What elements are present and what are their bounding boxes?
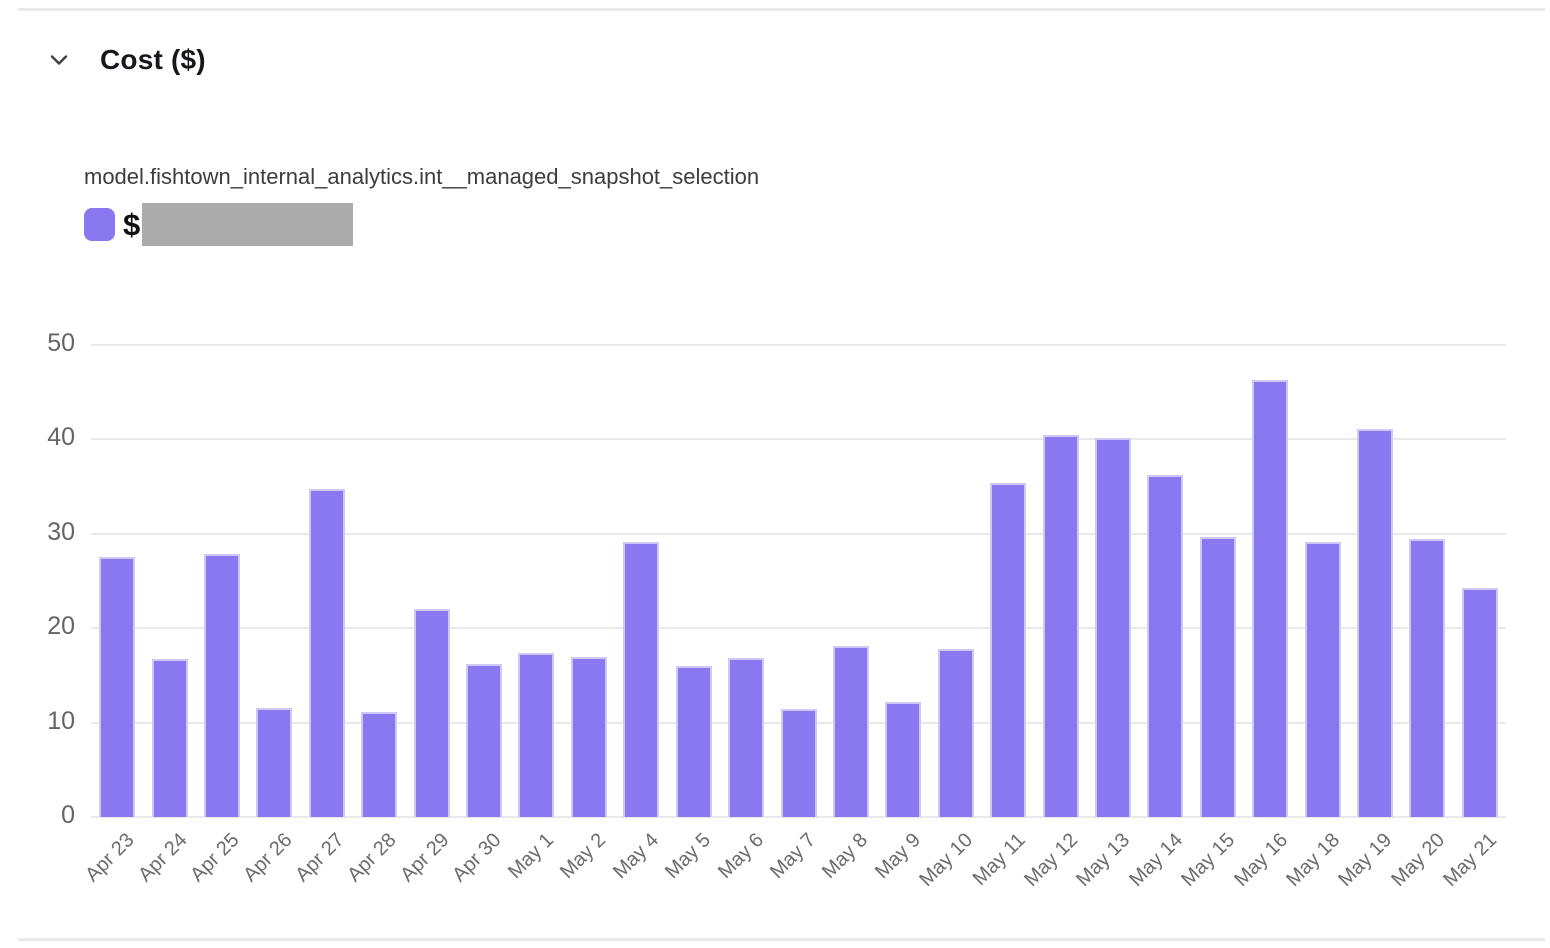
x-tick-label: May 20 xyxy=(1387,829,1449,891)
bar-chart-plot-area: Apr 23 Apr 24 Apr 25 Apr 26 Apr 27 Apr 28 Apr … xyxy=(47,329,1506,891)
x-tick-label: May 15 xyxy=(1177,829,1240,891)
gridline xyxy=(91,344,1506,346)
bar[interactable] xyxy=(990,483,1026,817)
legend-series-name: model.fishtown_internal_analytics.int__m… xyxy=(84,164,760,189)
x-tick-label: May 19 xyxy=(1334,829,1397,891)
y-tick-label: 0 xyxy=(61,801,75,829)
x-tick-label: May 16 xyxy=(1229,829,1292,891)
bar[interactable] xyxy=(1043,435,1079,817)
x-tick-label: May 12 xyxy=(1020,829,1083,891)
bar[interactable] xyxy=(1357,429,1393,817)
bar[interactable] xyxy=(361,712,397,817)
x-tick-label: Apr 28 xyxy=(343,829,401,887)
bar[interactable] xyxy=(1305,542,1341,817)
x-tick-label: May 1 xyxy=(503,829,559,884)
x-tick-label: Apr 29 xyxy=(395,829,454,887)
x-tick-label: May 8 xyxy=(818,829,873,884)
x-tick-label: May 6 xyxy=(713,829,768,884)
bar[interactable] xyxy=(204,554,240,817)
bar[interactable] xyxy=(309,489,345,817)
x-tick-label: Apr 23 xyxy=(81,829,139,887)
gridline xyxy=(91,532,1506,535)
bar[interactable] xyxy=(938,649,974,817)
x-tick-label: Apr 27 xyxy=(291,829,349,887)
chevron-down-icon[interactable] xyxy=(48,49,70,71)
x-tick-label: May 10 xyxy=(915,829,978,891)
section-title: Cost ($) xyxy=(100,44,206,75)
bar[interactable] xyxy=(833,646,869,817)
gridline xyxy=(91,816,1506,818)
x-tick-label: May 4 xyxy=(608,829,663,884)
bar[interactable] xyxy=(152,659,188,817)
bar[interactable] xyxy=(623,542,659,817)
y-tick-label: 50 xyxy=(47,329,75,357)
legend-swatch xyxy=(84,208,115,241)
legend-value-prefix: $ xyxy=(123,206,141,242)
legend-value-redacted xyxy=(142,203,354,246)
bar[interactable] xyxy=(1409,539,1445,817)
y-tick-label: 20 xyxy=(47,612,75,641)
bar[interactable] xyxy=(466,664,502,817)
x-axis: Apr 23 Apr 24 Apr 25 Apr 26 Apr 27 Apr 28 Apr … xyxy=(82,817,1506,917)
x-tick-label: May 21 xyxy=(1439,829,1502,891)
section-header: Cost ($) xyxy=(48,44,206,76)
bar[interactable] xyxy=(256,708,292,817)
bar[interactable] xyxy=(1252,380,1288,817)
x-tick-label: May 13 xyxy=(1072,829,1135,891)
bar[interactable] xyxy=(1147,475,1183,817)
x-tick-label: Apr 26 xyxy=(238,829,296,887)
x-tick-label: May 18 xyxy=(1282,829,1345,891)
bottom-divider xyxy=(18,938,1545,941)
gridline xyxy=(91,438,1506,441)
bar[interactable] xyxy=(414,609,450,817)
bar[interactable] xyxy=(571,657,607,817)
bar[interactable] xyxy=(676,666,712,817)
x-tick-label: May 2 xyxy=(556,829,611,884)
bar[interactable] xyxy=(518,653,554,817)
bar[interactable] xyxy=(1462,588,1498,817)
x-tick-label: May 7 xyxy=(765,829,821,884)
x-tick-label: May 5 xyxy=(661,829,716,884)
x-tick-label: Apr 25 xyxy=(186,829,244,887)
x-tick-label: Apr 30 xyxy=(448,829,506,887)
x-tick-label: May 14 xyxy=(1124,829,1187,891)
bar[interactable] xyxy=(781,709,817,817)
x-tick-label: Apr 24 xyxy=(133,829,192,887)
y-tick-label: 30 xyxy=(47,517,75,546)
bar[interactable] xyxy=(1200,537,1236,817)
y-tick-label: 10 xyxy=(47,706,75,735)
bar[interactable] xyxy=(1095,438,1131,817)
x-tick-label: May 11 xyxy=(968,829,1030,890)
gridline xyxy=(91,627,1506,630)
y-tick-label: 40 xyxy=(47,423,75,452)
bar[interactable] xyxy=(99,557,135,817)
legend-row: $ xyxy=(84,203,354,246)
bar[interactable] xyxy=(885,702,921,817)
bar[interactable] xyxy=(728,658,764,817)
top-divider xyxy=(18,8,1545,11)
